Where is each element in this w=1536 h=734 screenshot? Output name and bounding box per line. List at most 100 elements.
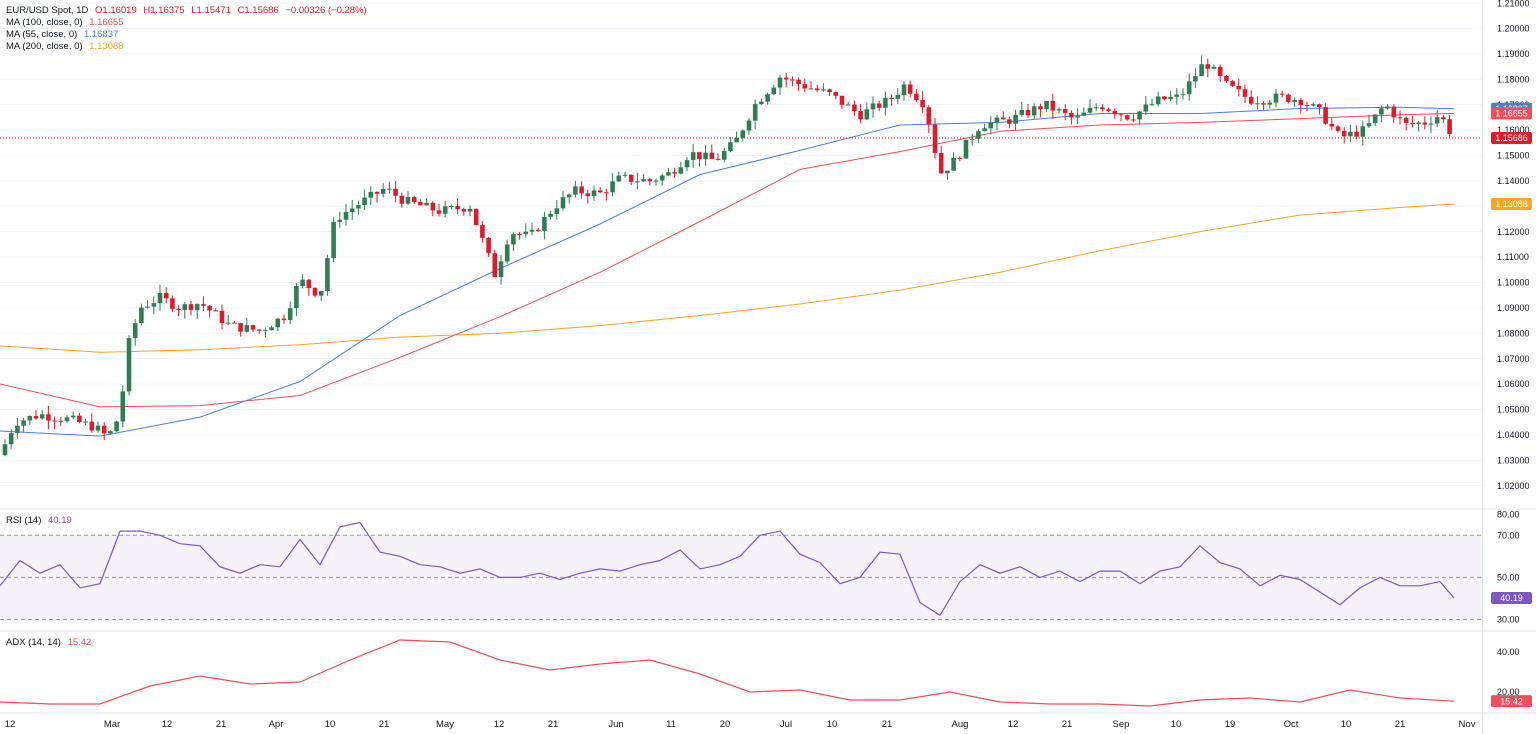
candle-body [1236,85,1242,90]
ma100-price-label: 1.16655 [1495,109,1528,119]
candle-body [1441,117,1446,120]
candle-body [653,180,659,182]
candle-body [325,258,330,292]
candle-body [89,421,95,431]
candle-body [1112,110,1118,115]
candle-body [1168,96,1173,100]
candle-body [1341,130,1347,137]
price-tick-label: 1.09000 [1497,303,1530,313]
candle-body [207,305,212,311]
candle-body [808,88,814,90]
price-axis: 1.210001.200001.190001.180001.170001.160… [1491,0,1532,491]
candle-body [1000,117,1006,120]
candle-body [1434,117,1440,124]
candle-body [666,172,671,176]
ma100-price-label-bg [1491,107,1532,120]
price-tick-label: 1.03000 [1497,455,1530,465]
ma200-value: 1.13088 [89,41,124,52]
candle-body [1007,119,1012,124]
candle-body [1062,109,1068,113]
candle-body [430,202,436,211]
symbol-label[interactable]: EUR/USD Spot, 1D [6,5,89,16]
candle-body [529,229,535,232]
candle-body [1149,104,1155,106]
candle-body [889,97,894,99]
candle-body [504,244,510,262]
candle-body [349,208,355,212]
candle-body [659,175,665,181]
candle-body [1081,112,1087,116]
candle-body [802,84,808,89]
candle-body [455,206,460,210]
rsi-last-label-bg [1491,592,1532,605]
time-tick-label: 19 [1225,719,1236,730]
candle-body [1050,100,1056,111]
candle-body [480,224,485,238]
candle-body [746,120,752,131]
adx-line [0,639,1455,707]
price-tick-label: 1.14000 [1497,176,1530,186]
ma55-legend[interactable]: MA (55, close, 0) 1.16837 [6,29,122,40]
candle-body [771,87,777,95]
rsi-legend[interactable]: RSI (14) 40.19 [6,515,76,526]
candle-body [790,79,795,81]
candle-body [405,197,411,204]
time-tick-label: 12 [1008,719,1019,730]
candle-body [393,188,398,196]
ma100-legend[interactable]: MA (100, close, 0) 1.16655 [6,17,128,28]
ma200-legend[interactable]: MA (200, close, 0) 1.13088 [6,41,128,52]
candle-body [523,231,529,235]
adx-legend[interactable]: ADX (14, 14) 15.42 [6,637,95,648]
candle-body [473,208,479,225]
rsi-last-label: 40.19 [1500,593,1523,603]
ma55-line [0,106,1455,437]
candle-body [740,130,746,138]
candle-body [858,111,863,120]
candle-body [1410,122,1415,124]
candle-body [1397,117,1403,119]
candle-body [951,157,956,171]
candle-body [1335,126,1341,131]
candle-body [1224,75,1229,81]
candle-body [814,88,820,91]
candle-body [864,109,870,120]
candle-body [920,100,925,108]
candle-body [1186,81,1192,95]
candle-body [597,190,603,193]
candle-body [362,197,367,206]
candle-body [1267,102,1273,105]
candle-body [839,95,845,105]
candle-body [684,160,690,168]
candle-body [982,128,987,132]
candle-body [157,292,163,304]
candle-body [318,291,324,296]
candle-body [870,103,876,110]
ma200-layer [0,203,1455,353]
candle-body [1428,123,1434,125]
change-value: −0.00326 (−0.28%) [285,5,367,16]
candle-body [1366,123,1372,127]
candle-body [963,139,969,159]
candle-body [1292,99,1297,102]
candle-body [15,425,20,434]
candle-body [926,107,932,125]
time-tick-label: 21 [1062,719,1073,730]
candle-body [256,329,262,331]
candle-body [114,421,119,432]
candle-body [238,323,243,332]
ma100-line [0,112,1455,408]
time-tick-label: 21 [1395,719,1406,730]
candle-body [610,181,615,193]
candle-body [101,425,107,434]
time-tick-label: Oct [1284,719,1299,730]
last-price-label: 1.15686 [1495,133,1528,143]
candle-body [132,323,138,339]
candle-body [1180,94,1186,96]
candle-body [715,158,721,160]
candle-body [1286,94,1291,102]
time-tick-label: May [436,719,454,730]
candle-body [821,89,826,91]
